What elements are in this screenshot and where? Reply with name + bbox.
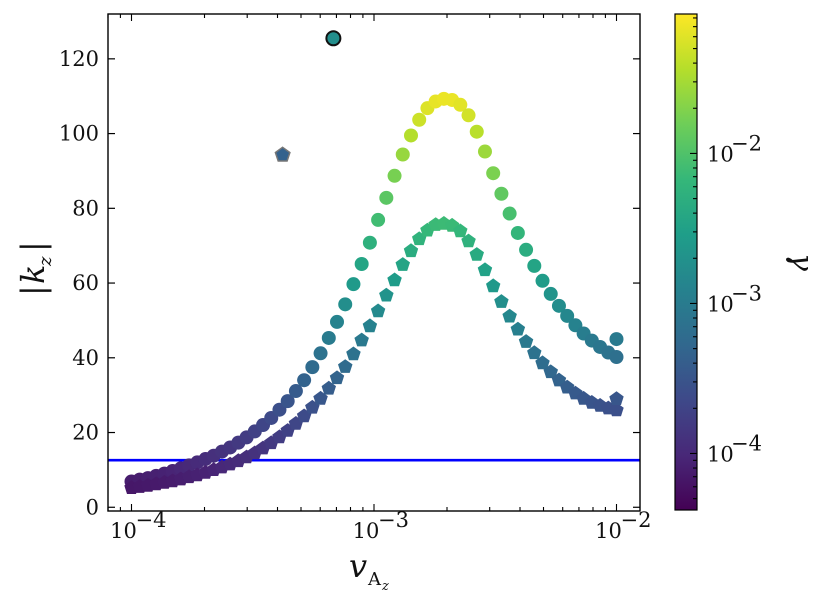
circle-point [412, 112, 427, 127]
y-tick-label: 80 [72, 196, 99, 220]
y-tick-label: 60 [72, 271, 99, 295]
circle-point [288, 384, 303, 399]
pentagon-point [461, 233, 476, 248]
x-tick-exponent: −4 [136, 508, 167, 532]
pentagon-point [354, 332, 369, 347]
pentagon-point [609, 391, 624, 405]
x-axis-title: v A z [349, 547, 389, 594]
colorbar-tick-exponent: −2 [731, 131, 762, 155]
y-tick-label: 100 [59, 122, 99, 146]
circle-point [371, 212, 386, 227]
pentagon-point [321, 380, 336, 395]
circle-point [305, 360, 320, 375]
y-tick-label: 20 [72, 421, 99, 445]
x-tick-exponent: −3 [378, 508, 409, 532]
pentagon-point [346, 346, 361, 361]
colorbar-label: γ [784, 253, 814, 271]
circle-point [494, 186, 509, 201]
colorbar-tick-exponent: −3 [731, 281, 762, 305]
svg-text:A: A [367, 569, 382, 590]
circle-point [535, 273, 550, 288]
circle-point [395, 147, 410, 162]
circle-point [477, 144, 492, 159]
outlier-pentagon-point [274, 146, 291, 162]
pentagon-point [486, 278, 501, 293]
circle-point [346, 277, 361, 292]
circle-point [387, 168, 402, 183]
pentagon-point [477, 262, 493, 277]
circle-point [321, 330, 336, 345]
pentagon-point [313, 390, 328, 405]
circle-point [453, 97, 468, 112]
pentagon-point [379, 287, 394, 302]
svg-text:|: | [14, 285, 52, 296]
circle-point [551, 298, 566, 313]
pentagon-point [329, 370, 345, 385]
circle-point [461, 108, 476, 123]
svg-text:k: k [14, 265, 52, 284]
y-tick-label: 40 [72, 346, 99, 370]
pentagon-point [370, 303, 386, 318]
pentagon-point [494, 294, 509, 308]
circle-point [469, 124, 484, 139]
pentagon-point [510, 321, 526, 336]
pentagon-point [453, 223, 468, 238]
pentagon-point [543, 364, 558, 379]
pentagon-point [609, 402, 624, 417]
pentagon-point [551, 372, 567, 387]
circle-point [280, 394, 295, 409]
plot-area [108, 14, 640, 511]
circle-point [297, 373, 312, 388]
svg-text:|: | [14, 241, 52, 252]
circle-point [560, 308, 575, 323]
pentagon-point [338, 359, 353, 373]
circle-point [609, 332, 624, 347]
circle-point [379, 190, 394, 205]
colorbar-tick-label: 10 [707, 442, 734, 466]
pentagon-point [395, 257, 410, 271]
x-tick-label: 10 [595, 519, 622, 543]
outlier-circle-point [325, 30, 342, 47]
circle-point [519, 242, 534, 257]
circle-point [338, 297, 353, 312]
pentagon-point [387, 272, 402, 287]
pentagon-point [518, 334, 534, 348]
x-tick-exponent: −2 [620, 508, 651, 532]
circle-point [313, 346, 328, 361]
circle-point [330, 314, 345, 329]
y-axis-title: | k z | [14, 241, 56, 296]
circle-point [502, 206, 517, 221]
colorbar-tick-exponent: −4 [731, 431, 762, 455]
colorbar [674, 13, 698, 511]
x-tick-label: 10 [110, 519, 137, 543]
circle-point [543, 286, 558, 301]
pentagon-point [527, 345, 542, 360]
circle-point [527, 258, 542, 273]
colorbar-tick-label: 10 [707, 292, 734, 316]
circle-point [354, 256, 369, 271]
pentagon-point [403, 243, 419, 258]
svg-text:v: v [349, 547, 367, 585]
circle-point [403, 128, 418, 143]
pentagon-point [362, 318, 378, 333]
svg-text:z: z [35, 256, 56, 267]
circle-point [609, 350, 624, 365]
colorbar-tick-label: 10 [707, 142, 734, 166]
pentagon-point [502, 308, 517, 323]
pentagon-point [535, 355, 550, 370]
x-tick-label: 10 [353, 519, 380, 543]
y-tick-label: 0 [86, 495, 99, 519]
pentagon-point [469, 247, 484, 261]
circle-point [362, 235, 377, 250]
y-tick-label: 120 [59, 47, 99, 71]
circle-point [486, 166, 501, 181]
circle-point [510, 225, 525, 240]
svg-text:z: z [381, 579, 389, 594]
